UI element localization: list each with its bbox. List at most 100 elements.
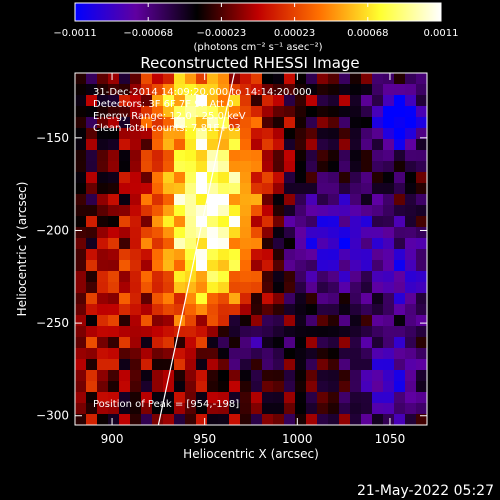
heatmap-cell (361, 150, 373, 162)
heatmap-cell (108, 414, 120, 425)
heatmap-cell (97, 381, 109, 393)
heatmap-cell (207, 304, 219, 316)
heatmap-cell (141, 337, 153, 349)
heatmap-cell (86, 216, 98, 228)
heatmap-cell (328, 282, 340, 294)
heatmap-cell (163, 348, 175, 360)
heatmap-cell (405, 392, 417, 404)
heatmap-cell (361, 194, 373, 206)
heatmap-cell (174, 84, 186, 96)
heatmap-cell (108, 249, 120, 261)
heatmap-cell (350, 106, 362, 118)
heatmap-cell (405, 403, 417, 415)
heatmap-cell (361, 293, 373, 305)
heatmap-cell (174, 249, 186, 261)
heatmap-cell (262, 117, 274, 129)
heatmap-cell (119, 403, 131, 415)
heatmap-cell (185, 194, 197, 206)
heatmap-cell (251, 227, 263, 239)
heatmap-cell (185, 293, 197, 305)
heatmap-cell (251, 84, 263, 96)
heatmap-cell (152, 359, 164, 371)
heatmap-cell (75, 348, 87, 360)
heatmap-cell (350, 194, 362, 206)
heatmap-cell (372, 359, 384, 371)
heatmap-cell (141, 370, 153, 382)
y-axis-label: Heliocentric Y (arcsec) (15, 182, 29, 317)
heatmap-cell (262, 315, 274, 327)
heatmap-cell (229, 392, 241, 404)
heatmap-cell (295, 183, 307, 195)
heatmap-cell (262, 392, 274, 404)
heatmap-cell (350, 183, 362, 195)
heatmap-cell (306, 282, 318, 294)
heatmap-cell (262, 293, 274, 305)
heatmap-cell (108, 271, 120, 283)
heatmap-cell (251, 414, 263, 425)
heatmap-cell (229, 370, 241, 382)
heatmap-cell (185, 348, 197, 360)
heatmap-cell (372, 117, 384, 129)
heatmap-cell (119, 194, 131, 206)
heatmap-cell (350, 337, 362, 349)
heatmap-cell (141, 216, 153, 228)
heatmap-cell (394, 370, 406, 382)
heatmap-cell (229, 315, 241, 327)
heatmap-cell (218, 282, 230, 294)
heatmap-cell (229, 249, 241, 261)
heatmap-cell (240, 403, 252, 415)
heatmap-cell (383, 304, 395, 316)
heatmap-cell (75, 260, 87, 272)
heatmap-cell (97, 392, 109, 404)
heatmap-cell (229, 337, 241, 349)
heatmap-cell (174, 315, 186, 327)
heatmap-cell (196, 117, 208, 129)
heatmap-cell (306, 359, 318, 371)
heatmap-cell (75, 95, 87, 107)
heatmap-cell (405, 161, 417, 173)
heatmap-cell (295, 392, 307, 404)
heatmap-cell (130, 106, 142, 118)
heatmap-cell (218, 95, 230, 107)
colorbar-tick-label: −0.00023 (197, 28, 247, 39)
heatmap-cell (174, 392, 186, 404)
heatmap-cell (306, 150, 318, 162)
heatmap-cell (361, 95, 373, 107)
heatmap-cell (339, 117, 351, 129)
heatmap-cell (394, 183, 406, 195)
heatmap-cell (284, 348, 296, 360)
heatmap-cell (361, 249, 373, 261)
heatmap-cell (240, 271, 252, 283)
heatmap-cell (152, 348, 164, 360)
heatmap-cell (273, 304, 285, 316)
heatmap-cell (383, 293, 395, 305)
heatmap-cell (141, 150, 153, 162)
heatmap-cell (75, 205, 87, 217)
heatmap-cell (273, 216, 285, 228)
heatmap-cell (130, 117, 142, 129)
heatmap-cell (416, 304, 427, 316)
heatmap-cell (262, 326, 274, 338)
heatmap-cell (306, 161, 318, 173)
heatmap-cell (196, 106, 208, 118)
heatmap-cell (185, 260, 197, 272)
heatmap-cell (350, 238, 362, 250)
heatmap-cell (218, 370, 230, 382)
heatmap-cell (141, 73, 153, 85)
heatmap-cell (328, 348, 340, 360)
heatmap-cell (251, 381, 263, 393)
heatmap-cell (350, 370, 362, 382)
heatmap-cell (284, 128, 296, 140)
heatmap-cell (262, 359, 274, 371)
y-tick-label: −200 (36, 223, 69, 237)
heatmap-cell (284, 194, 296, 206)
heatmap-cell (416, 348, 427, 360)
heatmap-cell (328, 106, 340, 118)
heatmap-cell (141, 172, 153, 184)
heatmap-cell (416, 370, 427, 382)
heatmap-cell (207, 216, 219, 228)
heatmap-cell (119, 271, 131, 283)
heatmap-cell (86, 117, 98, 129)
heatmap-cell (350, 315, 362, 327)
heatmap-cell (339, 238, 351, 250)
